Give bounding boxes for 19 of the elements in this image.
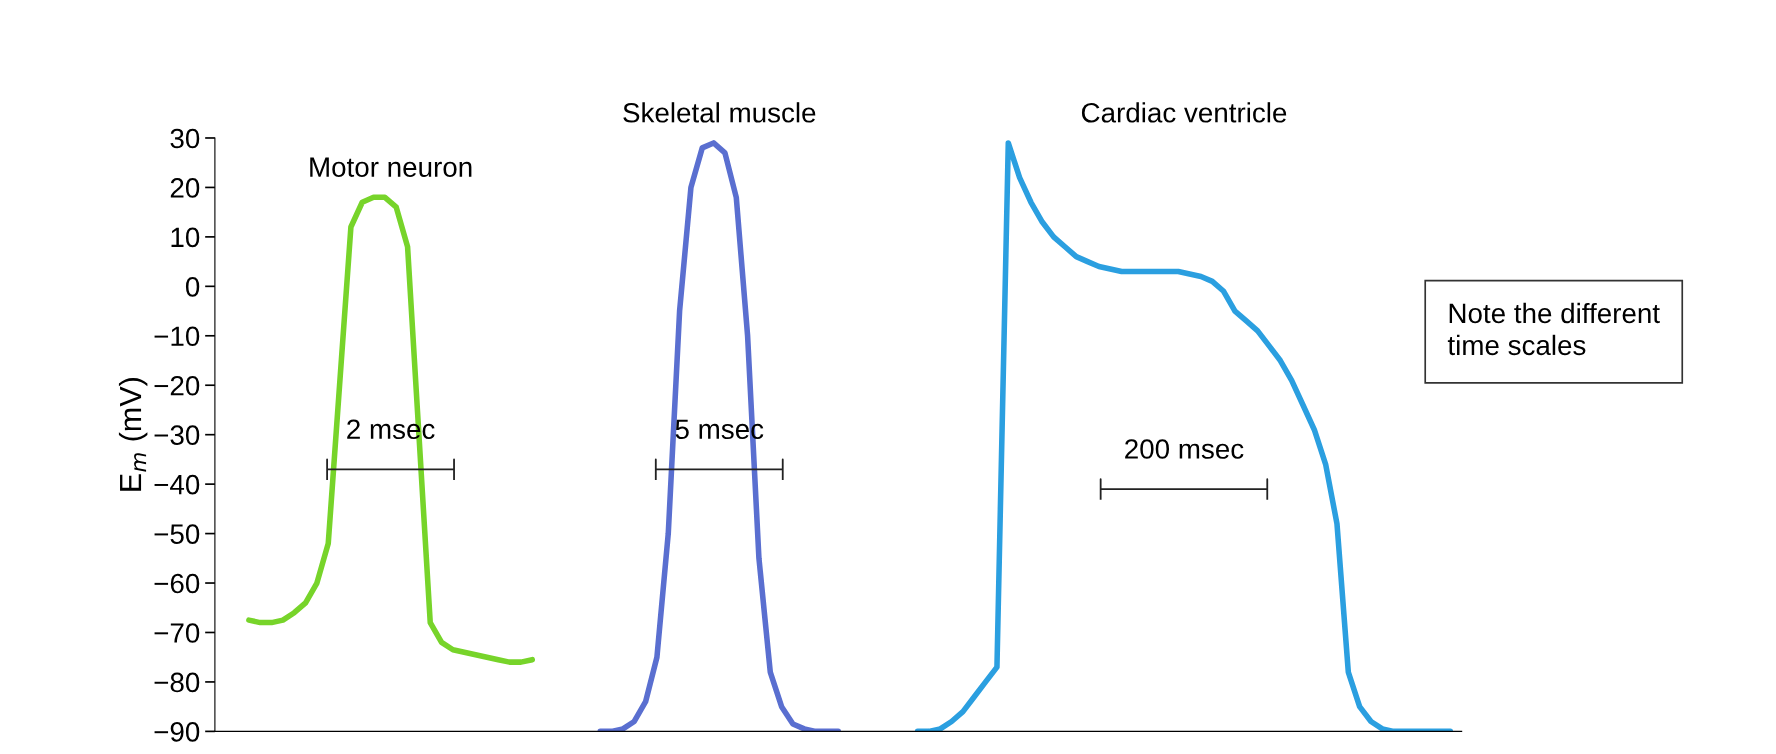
y-tick-label: 20 bbox=[170, 178, 200, 198]
y-tick-label: −40 bbox=[154, 474, 200, 495]
y-axis-title: E$_{m}$ (mV) bbox=[118, 378, 148, 491]
series-label: Skeletal muscle bbox=[623, 102, 816, 123]
y-tick-label: 30 bbox=[170, 128, 200, 149]
y-tick-label: −80 bbox=[154, 672, 200, 693]
series-label: Motor neuron bbox=[310, 157, 472, 177]
y-tick-label: −60 bbox=[154, 573, 200, 594]
y-tick-label: 10 bbox=[171, 227, 200, 248]
annotation: 200 msec bbox=[1125, 439, 1244, 459]
y-tick-label: −70 bbox=[154, 623, 200, 643]
y-tick-label: 0 bbox=[185, 277, 200, 297]
y-tick-label: −30 bbox=[154, 425, 200, 446]
y-tick-label: −90 bbox=[154, 722, 200, 742]
annotation: Note the different time scales bbox=[1447, 302, 1660, 356]
y-tick-label: −50 bbox=[154, 524, 200, 544]
y-tick-label: −20 bbox=[154, 375, 200, 396]
y-tick-label: −10 bbox=[154, 326, 200, 347]
text: Cardiac ventricle bbox=[1081, 102, 1287, 123]
